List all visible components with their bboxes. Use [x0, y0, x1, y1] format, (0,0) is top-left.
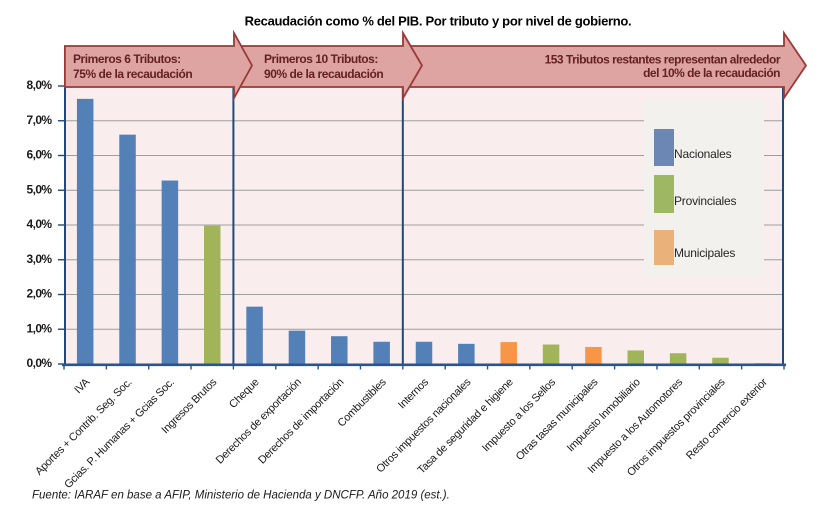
svg-text:4,0%: 4,0% [27, 217, 53, 231]
svg-text:Recaudación como % del PIB. Po: Recaudación como % del PIB. Por tributo … [245, 14, 632, 29]
svg-text:8,0%: 8,0% [27, 78, 53, 92]
svg-text:153 Tributos restantes represe: 153 Tributos restantes representan alred… [545, 53, 781, 67]
svg-text:7,0%: 7,0% [27, 113, 53, 127]
svg-text:90% de la recaudación: 90% de la recaudación [264, 67, 383, 81]
svg-text:Primeros 6 Tributos:: Primeros 6 Tributos: [73, 52, 181, 66]
svg-text:0,0%: 0,0% [27, 356, 53, 370]
svg-text:Primeros 10 Tributos:: Primeros 10 Tributos: [264, 52, 378, 66]
svg-text:Nacionales: Nacionales [674, 147, 732, 161]
svg-text:5,0%: 5,0% [27, 182, 53, 196]
svg-text:2,0%: 2,0% [27, 287, 53, 301]
svg-text:3,0%: 3,0% [27, 252, 53, 266]
svg-text:del 10% de la recaudación: del 10% de la recaudación [643, 66, 780, 80]
svg-text:75% de la recaudación: 75% de la recaudación [73, 67, 192, 81]
svg-text:Municipales: Municipales [674, 246, 735, 260]
svg-text:Fuente: IARAF en base a AFIP,: Fuente: IARAF en base a AFIP, Ministerio… [32, 490, 450, 502]
svg-text:6,0%: 6,0% [27, 148, 53, 162]
svg-text:Provinciales: Provinciales [674, 194, 736, 208]
svg-text:1,0%: 1,0% [27, 321, 53, 335]
